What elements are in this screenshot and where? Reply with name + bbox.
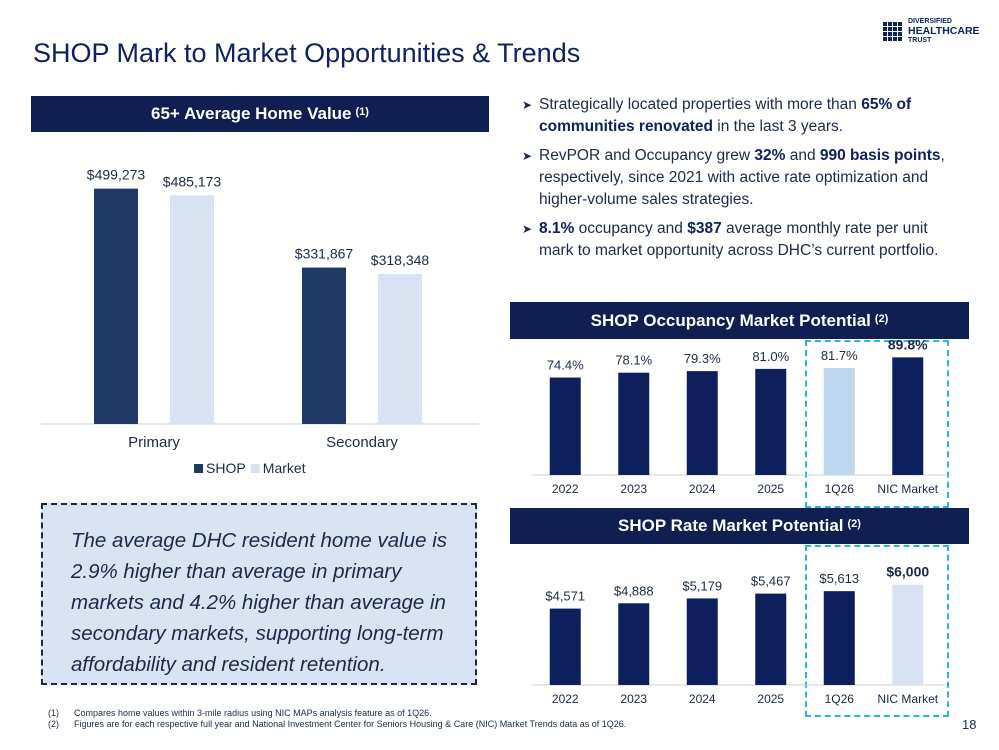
bullet-arrow-icon: ➤ <box>522 149 533 163</box>
category-label-1q26: 1Q26 <box>825 482 855 496</box>
rate-chart: $4,571 2022 $4,888 2023 $5,179 2024 $5,467 2025… <box>531 564 946 706</box>
bar-nic-market <box>892 584 924 685</box>
data-label-2025: $5,467 <box>751 574 791 589</box>
home-value-title: 65+ Average Home Value <box>151 104 352 123</box>
footnote-1-number: (1) <box>48 708 59 718</box>
bar-market-secondary <box>378 273 422 424</box>
home-value-footnote-ref: (1) <box>355 106 369 118</box>
footnote-1-text: Compares home values within 3-mile radiu… <box>74 708 432 718</box>
data-label-2025: 81.0% <box>752 349 789 364</box>
category-label-2024: 2024 <box>689 692 716 706</box>
footnote-2-number: (2) <box>48 719 59 729</box>
company-logo: DIVERSIFIED HEALTHCARE TRUST <box>883 18 983 48</box>
bar-1q26 <box>823 591 855 685</box>
category-label-2025: 2025 <box>757 692 784 706</box>
data-label-1q26: 81.7% <box>821 348 858 363</box>
bullet-3-text-4: average monthly rate per unit mark to ma… <box>539 220 939 259</box>
footnote-2-text: Figures are for each respective full yea… <box>74 719 627 729</box>
data-label-2024: 79.3% <box>684 351 721 366</box>
category-label-primary: Primary <box>128 434 180 451</box>
category-label-2023: 2023 <box>620 692 647 706</box>
bullet-1-text-2: 65% of communities renovated <box>539 96 912 135</box>
key-points: ➤ Strategically located properties with m… <box>522 94 962 269</box>
category-label-1q26: 1Q26 <box>825 692 855 706</box>
category-label-nic-market: NIC Market <box>877 692 938 706</box>
category-label-nic-market: NIC Market <box>877 482 938 496</box>
occupancy-footnote-ref: (2) <box>874 312 889 325</box>
bar-1q26 <box>823 367 855 475</box>
occupancy-highlight-box <box>805 340 949 508</box>
footnote-2: (2) Figures are for each respective full … <box>48 719 626 730</box>
legend-swatch-shop <box>194 464 203 473</box>
occupancy-chart: 74.4% 2022 78.1% 2023 79.3% 2024 81.0% 2025 81.7… <box>531 340 946 496</box>
data-label-shop-secondary: $331,867 <box>295 246 354 262</box>
rate-highlight-box <box>805 545 949 717</box>
bar-2025 <box>755 593 787 685</box>
logo-text-2: HEALTHCARE <box>908 25 980 37</box>
home-value-header: 65+ Average Home Value (1) <box>31 96 489 132</box>
bullet-2: ➤ RevPOR and Occupancy grew 32% and 990 b… <box>522 145 962 211</box>
bullet-3: ➤ 8.1% occupancy and $387 average monthly… <box>522 218 962 262</box>
category-label-2022: 2022 <box>552 692 579 706</box>
footnotes: (1) Compares home values within 3-mile ra… <box>48 708 626 730</box>
logo-mark <box>883 22 887 26</box>
bullet-2-text-1: RevPOR and Occupancy grew <box>539 147 755 164</box>
data-label-nic-market: 89.8% <box>888 340 928 352</box>
bullet-2-text-4: 990 basis points <box>819 147 941 164</box>
bar-shop-primary <box>94 188 138 424</box>
data-label-2023: 78.1% <box>615 353 652 368</box>
bullet-2-text-5: , respectively, since 2021 with active r… <box>539 147 945 208</box>
page-title: SHOP Mark to Market Opportunities & Tren… <box>33 38 581 68</box>
bar-2023 <box>618 372 650 475</box>
bar-2024 <box>686 371 718 475</box>
logo-text-3: TRUST <box>908 37 932 44</box>
data-label-2024: $5,179 <box>682 578 722 593</box>
category-label-2024: 2024 <box>689 482 716 496</box>
occupancy-header: SHOP Occupancy Market Potential (2) <box>510 302 969 339</box>
home-value-chart: $499,273 $485,173 Primary $331,867 $318,348 S… <box>41 167 479 476</box>
bullet-2-text-2: 32% <box>754 147 786 164</box>
bullet-3-text-3: $387 <box>687 220 722 237</box>
bar-nic-market <box>892 357 924 475</box>
category-label-2025: 2025 <box>757 482 784 496</box>
bar-market-primary <box>170 195 214 424</box>
data-label-1q26: $5,613 <box>819 571 859 586</box>
rate-header: SHOP Rate Market Potential (2) <box>510 508 969 544</box>
rate-title: SHOP Rate Market Potential <box>618 516 844 535</box>
bullet-2-text-3: and <box>785 147 820 164</box>
data-label-nic-market: $6,000 <box>886 564 929 580</box>
bar-2025 <box>755 368 787 475</box>
bullet-arrow-icon: ➤ <box>522 98 533 112</box>
bar-2022 <box>549 608 581 685</box>
page-number: 18 <box>962 717 977 732</box>
legend-swatch-market <box>250 464 260 473</box>
callout-box: The average DHC resident home value is 2… <box>41 503 477 685</box>
bullet-1-text-1: Strategically located properties with mo… <box>539 96 862 113</box>
bar-2022 <box>549 377 581 475</box>
data-label-2023: $4,888 <box>614 583 654 598</box>
data-label-2022: 74.4% <box>547 358 584 373</box>
legend-label-market: Market <box>263 460 306 476</box>
data-label-shop-primary: $499,273 <box>87 167 146 183</box>
bullet-3-text-1: 8.1% <box>539 220 575 237</box>
category-label-secondary: Secondary <box>326 434 398 451</box>
rate-footnote-ref: (2) <box>847 518 861 530</box>
logo-text-1: DIVERSIFIED <box>908 18 952 25</box>
bullet-1: ➤ Strategically located properties with m… <box>522 94 962 138</box>
data-label-market-secondary: $318,348 <box>371 252 430 268</box>
data-label-2022: $4,571 <box>545 589 585 604</box>
category-label-2023: 2023 <box>620 482 647 496</box>
bullet-1-text-3: in the last 3 years. <box>713 118 844 135</box>
bullet-3-text-2: occupancy and <box>574 220 688 237</box>
legend-label-shop: SHOP <box>206 460 246 476</box>
category-label-2022: 2022 <box>552 482 579 496</box>
bar-shop-secondary <box>302 267 346 424</box>
bar-2024 <box>686 598 718 685</box>
callout-text: The average DHC resident home value is 2… <box>71 529 448 676</box>
bullet-arrow-icon: ➤ <box>522 222 533 236</box>
footnote-1: (1) Compares home values within 3-mile ra… <box>48 708 626 719</box>
data-label-market-primary: $485,173 <box>163 173 222 189</box>
occupancy-title: SHOP Occupancy Market Potential <box>590 310 871 330</box>
bar-2023 <box>618 603 650 685</box>
